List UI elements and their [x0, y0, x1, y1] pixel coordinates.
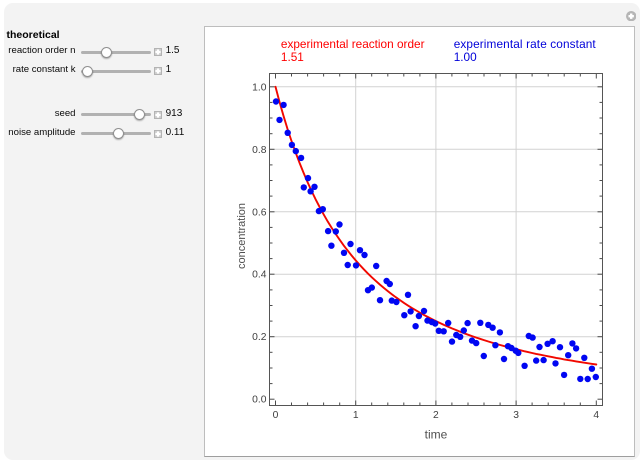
svg-text:0.2: 0.2 — [252, 332, 267, 343]
svg-text:1.00: 1.00 — [454, 50, 477, 64]
svg-text:experimental reaction order: experimental reaction order — [281, 37, 425, 51]
svg-text:1: 1 — [353, 410, 359, 421]
svg-text:3: 3 — [513, 410, 519, 421]
svg-text:0.8: 0.8 — [252, 145, 267, 156]
svg-text:0.6: 0.6 — [252, 207, 267, 218]
svg-text:0.4: 0.4 — [252, 270, 267, 281]
svg-text:2: 2 — [433, 410, 439, 421]
svg-text:1.0: 1.0 — [252, 82, 267, 93]
svg-text:concentration: concentration — [236, 203, 248, 269]
svg-text:4: 4 — [593, 410, 599, 421]
svg-text:0.0: 0.0 — [252, 395, 267, 406]
svg-text:experimental rate constant: experimental rate constant — [454, 37, 597, 51]
svg-text:time: time — [425, 428, 448, 442]
svg-text:0: 0 — [273, 410, 279, 421]
svg-text:1.51: 1.51 — [281, 50, 304, 64]
